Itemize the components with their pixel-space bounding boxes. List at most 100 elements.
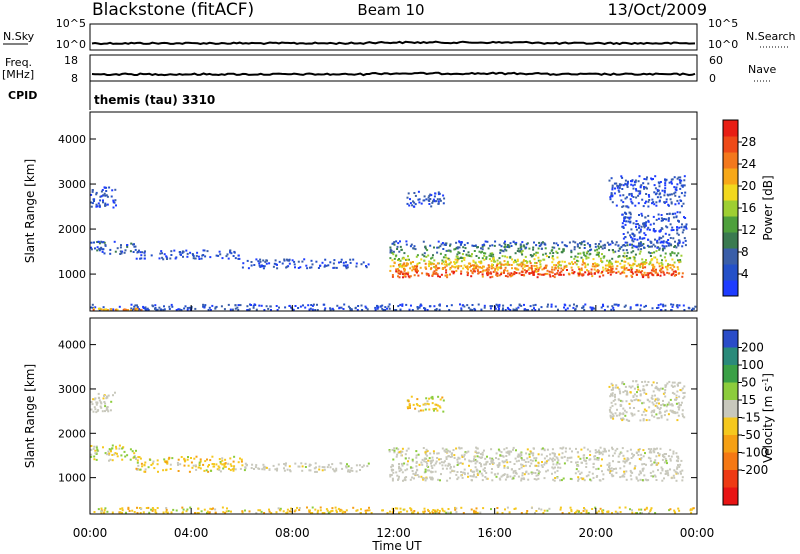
velocity-cell [470,460,473,463]
power-cell [428,265,430,268]
velocity-cell [125,511,127,514]
power-cell [500,263,503,266]
velocity-cell [531,472,533,475]
power-cell [463,259,466,261]
velocity-cell [472,460,475,462]
power-cell [407,255,409,258]
power-cell [676,229,679,232]
velocity-cell [96,449,99,452]
velocity-cell [570,461,573,463]
power-cell [456,259,459,262]
power-cell [481,273,484,276]
power-cell [660,219,663,222]
velocity-cell [681,387,684,390]
velocity-cell [474,462,477,465]
velocity-cell [103,511,106,514]
power-cell [139,251,142,254]
velocity-cell [393,449,396,452]
power-cell [639,308,642,311]
power-cell [606,264,609,267]
velocity-cell [198,466,201,469]
velocity-cell [608,454,611,457]
power-cell [570,266,573,269]
power-cell [581,241,583,244]
velocity-cell [673,392,676,395]
power-cell [446,257,449,260]
power-cell [418,198,421,201]
velocity-cell [188,470,191,473]
power-cell [542,253,545,256]
velocity-cell [152,508,155,511]
power-cell [90,193,93,196]
power-cell [545,264,548,267]
velocity-cell [505,455,508,457]
power-cell [424,247,427,250]
power-cell [134,304,137,307]
power-cell [394,309,397,311]
power-cell [619,194,622,197]
power-cell [601,253,603,256]
power-cell [523,259,525,262]
velocity-cell [629,406,631,409]
power-cell [631,246,634,249]
power-cell [587,250,590,253]
power-cell [105,190,108,192]
velocity-cell [529,465,531,468]
velocity-cell [651,384,653,387]
velocity-cell [672,385,675,388]
power-cell [435,264,438,267]
velocity-cell [551,452,554,455]
power-cell [577,252,580,255]
velocity-cell [241,464,244,467]
power-cell [95,205,98,208]
power-cell [504,275,507,277]
power-cell [585,257,588,260]
power-cell [423,255,426,258]
power-cell [570,249,573,252]
velocity-cell [617,460,620,463]
power-cell [379,305,382,308]
power-cell [666,213,669,215]
velocity-cell [308,510,311,513]
power-cell [667,194,670,197]
velocity-cell [294,509,297,512]
power-cell [630,200,633,203]
power-cell [443,243,446,246]
velocity-cell [253,468,255,470]
velocity-cell [609,395,612,398]
velocity-cell [430,461,433,464]
power-cell [495,265,498,268]
power-cell [308,308,311,311]
velocity-cell [491,479,494,482]
velocity-cell [136,459,139,462]
power-cell [512,308,515,311]
velocity-cell [341,512,344,514]
power-cell [676,177,679,180]
velocity-cell [418,463,421,466]
velocity-cell [425,448,428,451]
power-cell [301,260,304,263]
power-cell [105,194,108,197]
power-cell [634,245,637,248]
velocity-cell [434,403,437,406]
velocity-cell [496,464,499,467]
power-cell [492,256,495,259]
power-cell [413,205,416,208]
power-cell [451,270,454,273]
power-cell [645,178,648,181]
velocity-cell [190,461,193,464]
power-cell [652,222,655,225]
power-cell [112,199,115,202]
velocity-cell [638,458,641,460]
power-cell [209,256,212,259]
power-cell [488,254,491,257]
power-cell [547,303,549,306]
velocity-cell [669,409,672,412]
velocity-cell [203,469,206,472]
power-cell [460,265,463,268]
velocity-cell [430,465,433,467]
power-cell [596,251,599,254]
power-cell [627,206,630,209]
power-cell [656,307,658,309]
